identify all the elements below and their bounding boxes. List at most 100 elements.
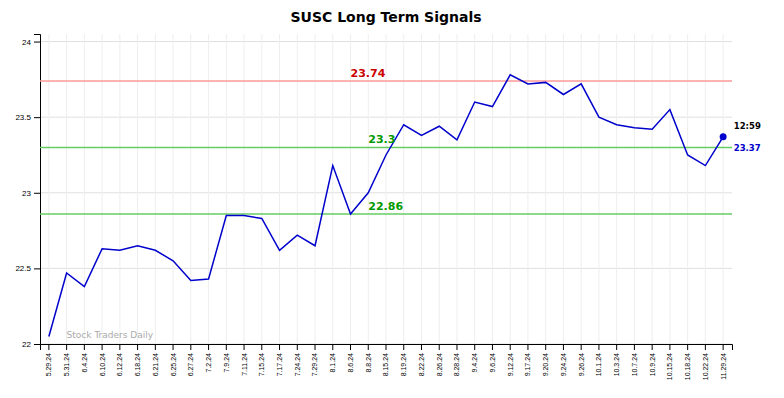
x-tick-mark (403, 344, 404, 350)
reference-label: 23.74 (351, 67, 386, 80)
x-tick-label: 6.10.24 (99, 353, 106, 376)
x-tick-mark (439, 344, 440, 350)
x-tick: 9.26.24 (578, 344, 585, 376)
x-tick-label: 10.7.24 (631, 353, 638, 376)
x-tick: 7.9.24 (223, 344, 230, 372)
x-tick: 7.15.24 (258, 344, 265, 376)
x-tick: 8.28.24 (453, 344, 460, 376)
x-tick: 8.22.24 (418, 344, 425, 376)
x-tick: 7.2.24 (205, 344, 212, 372)
x-tick: 10.15.24 (666, 344, 673, 380)
x-tick-mark (137, 344, 138, 350)
annotation: 23.37 (734, 143, 761, 153)
watermark: Stock Traders Daily (67, 330, 154, 340)
x-tick-mark (190, 344, 191, 350)
x-tick-mark (616, 344, 617, 350)
y-axis-line (34, 35, 41, 345)
y-tick: 22 (22, 340, 40, 349)
plot: 5.29.24 5.31.24 6.4.24 6.10.24 6.12.24 6.18.2… (15, 34, 760, 380)
x-tick: 5.31.24 (63, 344, 70, 376)
x-tick-label: 8.15.24 (382, 353, 389, 376)
x-tick-label: 6.25.24 (170, 353, 177, 376)
x-tick: 9.20.24 (542, 344, 549, 376)
y-tick-mark (34, 344, 40, 345)
x-tick: 6.18.24 (134, 344, 141, 376)
x-tick-label: 6.21.24 (152, 353, 159, 376)
y-tick-mark (34, 268, 40, 269)
x-tick-mark (261, 344, 262, 350)
x-tick-mark (510, 344, 511, 350)
x-tick: 10.22.24 (702, 344, 709, 380)
x-tick-label: 8.28.24 (453, 353, 460, 376)
reference-line (40, 213, 732, 215)
x-tick-label: 9.20.24 (542, 353, 549, 376)
x-tick-mark (492, 344, 493, 350)
x-tick: 6.25.24 (170, 344, 177, 376)
x-tick: 8.1.24 (329, 344, 336, 372)
y-tick-label: 23.5 (15, 113, 31, 122)
x-tick-mark (368, 344, 369, 350)
x-tick-label: 10.3.24 (613, 353, 620, 376)
x-tick-mark (687, 344, 688, 350)
x-axis: 5.29.24 5.31.24 6.4.24 6.10.24 6.12.24 6.18.2… (41, 344, 733, 380)
y-tick: 24 (22, 38, 40, 47)
x-tick: 8.19.24 (400, 344, 407, 376)
x-tick-mark (102, 344, 103, 350)
marks (40, 75, 732, 337)
x-axis-line (41, 345, 733, 351)
x-tick-mark (598, 344, 599, 350)
x-tick-label: 9.17.24 (524, 353, 531, 376)
x-tick-mark (155, 344, 156, 350)
x-tick-label: 5.29.24 (45, 353, 52, 376)
labels: 23.7423.322.8612:5923.37Stock Traders Da… (67, 67, 761, 340)
x-tick-label: 9.6.24 (489, 353, 496, 373)
y-tick-label: 24 (22, 38, 31, 47)
title: SUSC Long Term Signals (290, 9, 481, 25)
series-line (49, 75, 723, 337)
x-tick: 6.21.24 (152, 344, 159, 376)
x-tick-mark (563, 344, 564, 350)
x-tick: 10.7.24 (631, 344, 638, 376)
x-tick: 7.17.24 (276, 344, 283, 376)
x-tick: 8.6.24 (347, 344, 354, 372)
x-tick: 6.12.24 (116, 344, 123, 376)
y-tick-label: 23 (22, 189, 31, 198)
x-tick-mark (66, 344, 67, 350)
x-tick: 6.27.24 (187, 344, 194, 376)
x-tick-mark (350, 344, 351, 350)
y-tick-mark (34, 193, 40, 194)
x-tick-label: 9.12.24 (507, 353, 514, 376)
x-tick-mark (581, 344, 582, 350)
x-tick: 10.9.24 (649, 344, 656, 376)
x-tick-label: 7.11.24 (241, 353, 248, 376)
y-tick-label: 22 (22, 340, 31, 349)
x-tick: 11.29.24 (720, 344, 727, 380)
x-tick-mark (332, 344, 333, 350)
x-tick: 6.10.24 (99, 344, 106, 376)
x-tick: 7.24.24 (294, 344, 301, 376)
chart: 5.29.24 5.31.24 6.4.24 6.10.24 6.12.24 6.18.2… (0, 0, 784, 398)
x-tick: 10.18.24 (684, 344, 691, 380)
x-tick-mark (226, 344, 227, 350)
x-tick-mark (48, 344, 49, 350)
x-tick-label: 8.19.24 (400, 353, 407, 376)
x-tick-mark (244, 344, 245, 350)
grid (40, 34, 732, 344)
x-tick-mark (297, 344, 298, 350)
x-tick: 9.17.24 (524, 344, 531, 376)
x-tick: 7.11.24 (241, 344, 248, 376)
x-tick-label: 8.6.24 (347, 353, 354, 373)
x-tick-mark (315, 344, 316, 350)
reference-label: 22.86 (368, 200, 403, 213)
x-tick-label: 9.26.24 (578, 353, 585, 376)
x-tick-mark (84, 344, 85, 350)
x-tick-label: 8.8.24 (365, 353, 372, 373)
x-tick-mark (669, 344, 670, 350)
x-tick-label: 10.18.24 (684, 353, 691, 380)
x-tick-label: 9.4.24 (471, 353, 478, 373)
y-tick-mark (34, 42, 40, 43)
x-tick-mark (279, 344, 280, 350)
x-tick-label: 10.9.24 (649, 353, 656, 376)
x-tick: 6.4.24 (81, 344, 88, 372)
x-tick-label: 10.1.24 (595, 353, 602, 376)
